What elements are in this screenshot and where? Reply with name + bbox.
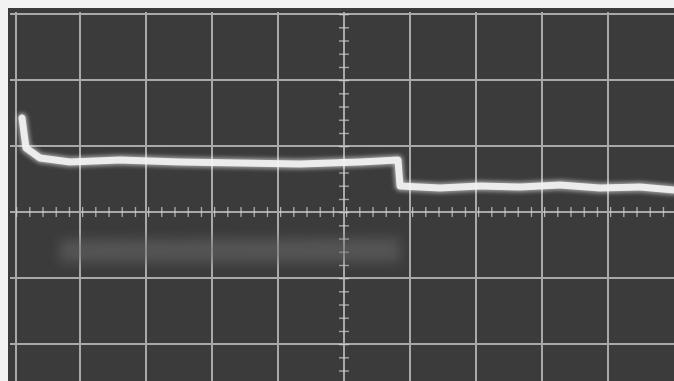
trace — [17, 113, 674, 195]
minor-ticks-vertical — [339, 14, 349, 381]
trace-line — [18, 114, 674, 194]
faint-band — [60, 238, 400, 262]
